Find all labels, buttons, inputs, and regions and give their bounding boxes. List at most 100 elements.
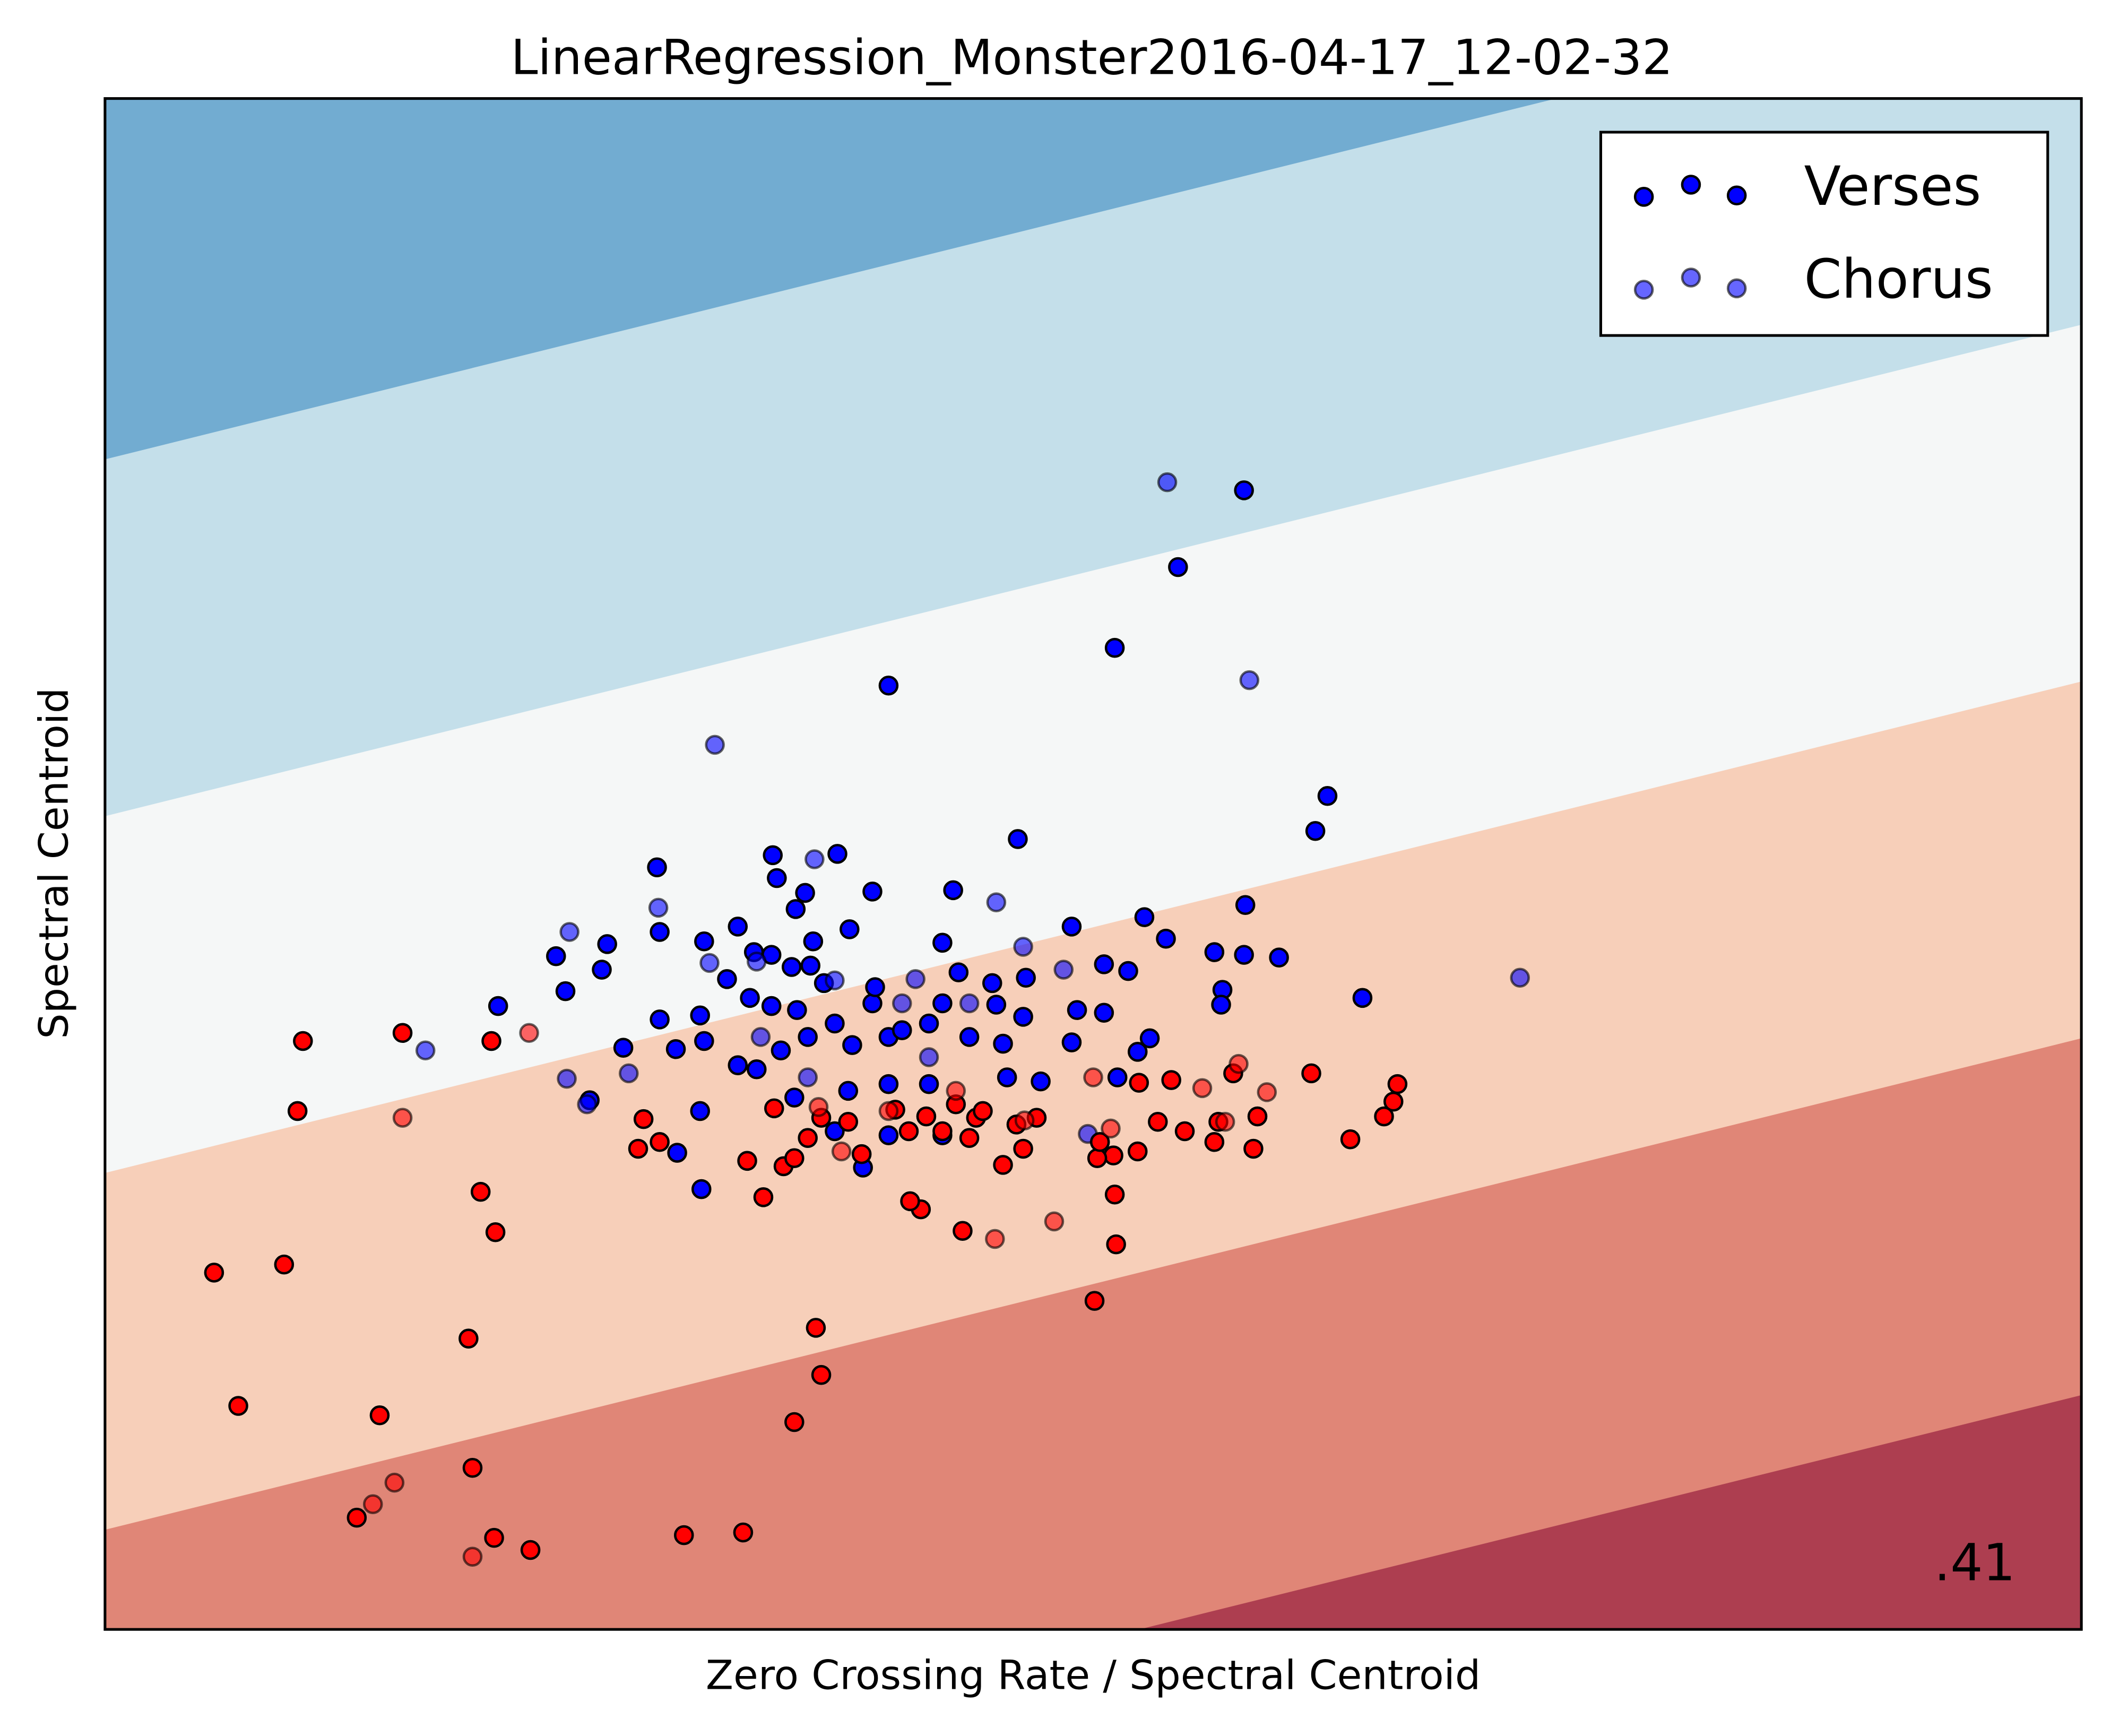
point [892, 993, 912, 1014]
point [691, 1179, 712, 1199]
point [840, 919, 860, 939]
legend-marker [1726, 185, 1747, 206]
point [767, 868, 787, 888]
point [1083, 1067, 1103, 1087]
point [753, 1187, 774, 1207]
point [808, 1097, 829, 1117]
point [1107, 1067, 1128, 1087]
point [1383, 1091, 1404, 1112]
point [1352, 988, 1373, 1008]
annotation: .41 [1934, 1533, 2015, 1592]
legend-label: Chorus [1804, 248, 1993, 310]
point [1084, 1291, 1105, 1311]
point [1269, 947, 1289, 968]
point [592, 960, 612, 980]
point [1215, 1111, 1235, 1132]
point [705, 735, 725, 755]
point [806, 1318, 826, 1338]
point [392, 1023, 413, 1043]
point [831, 1141, 852, 1162]
point [878, 1125, 899, 1145]
point [1374, 1106, 1394, 1127]
point [973, 1101, 993, 1121]
point [287, 1101, 308, 1121]
point [555, 981, 576, 1001]
point [784, 1148, 804, 1168]
point [1008, 829, 1028, 849]
point [1104, 1184, 1125, 1205]
point [1134, 907, 1155, 927]
point [851, 1144, 872, 1164]
point [733, 1522, 754, 1543]
point [228, 1396, 248, 1416]
point [982, 973, 1002, 994]
point [798, 1027, 818, 1047]
point [484, 1527, 504, 1548]
point [415, 1040, 436, 1061]
point [804, 849, 825, 869]
point [667, 1143, 687, 1163]
point [959, 993, 980, 1014]
point [628, 1138, 648, 1159]
legend-marker [1726, 278, 1747, 299]
point [369, 1405, 390, 1426]
point [1305, 821, 1326, 841]
plot-frame [103, 97, 2083, 1631]
point [1103, 1145, 1123, 1165]
point [825, 970, 845, 991]
point [892, 1020, 912, 1040]
point [787, 1000, 807, 1020]
legend-marker [1633, 280, 1654, 300]
point [1087, 1148, 1108, 1168]
point [1014, 1110, 1035, 1130]
point [959, 1027, 980, 1047]
point [690, 1005, 711, 1026]
point [865, 977, 885, 997]
point [1031, 1071, 1051, 1092]
point [878, 675, 899, 696]
point [747, 952, 767, 972]
point [485, 1222, 506, 1242]
point [650, 1132, 670, 1152]
point [986, 995, 1007, 1015]
point [803, 931, 824, 952]
point [204, 1263, 224, 1283]
legend-label: Verses [1804, 155, 1982, 218]
point [943, 880, 963, 901]
point [1340, 1129, 1361, 1150]
legend-marker [1633, 187, 1654, 207]
point [694, 931, 714, 952]
point [384, 1472, 405, 1493]
point [577, 1094, 597, 1115]
point [1106, 1234, 1126, 1255]
point [948, 962, 969, 982]
point [1044, 1211, 1065, 1232]
point [838, 1111, 859, 1132]
point [1228, 1053, 1249, 1074]
points [204, 472, 1530, 1567]
point [519, 1023, 539, 1043]
point [862, 882, 883, 902]
point [647, 857, 667, 878]
point [919, 1047, 939, 1067]
point [800, 955, 821, 976]
point [1257, 1082, 1277, 1102]
point [546, 946, 566, 966]
point [900, 1191, 920, 1212]
point [737, 1151, 757, 1171]
point [674, 1525, 694, 1545]
point [699, 953, 720, 973]
point [1387, 1074, 1408, 1094]
point [694, 1031, 714, 1051]
point [481, 1031, 501, 1051]
point [825, 1013, 845, 1034]
point [1118, 961, 1138, 981]
point [785, 899, 806, 919]
point [1510, 968, 1530, 988]
point [862, 993, 883, 1014]
point [717, 969, 737, 989]
point [488, 996, 508, 1016]
point [1129, 1073, 1149, 1093]
